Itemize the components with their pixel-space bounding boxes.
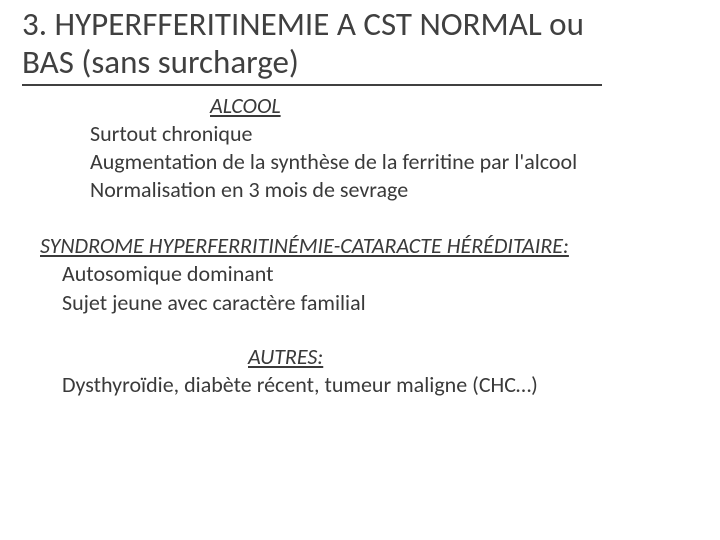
section-body-autres: Dysthyroïdie, diabète récent, tumeur mal…: [62, 371, 700, 399]
slide-title: 3. HYPERFFERITINEMIE A CST NORMAL ou BAS…: [22, 6, 602, 86]
body-line: Dysthyroïdie, diabète récent, tumeur mal…: [62, 371, 700, 399]
body-line: Surtout chronique: [90, 120, 650, 148]
section-alcool: ALCOOL Surtout chronique Augmentation de…: [90, 92, 650, 204]
body-line: Normalisation en 3 mois de sevrage: [90, 176, 650, 204]
section-body-syndrome: Autosomique dominant Sujet jeune avec ca…: [62, 260, 700, 316]
body-line: Augmentation de la synthèse de la ferrit…: [90, 148, 650, 176]
section-heading-alcool: ALCOOL: [210, 92, 650, 119]
section-heading-autres: AUTRES:: [248, 343, 700, 370]
section-heading-syndrome: SYNDROME HYPERFERRITINÉMIE-CATARACTE HÉR…: [40, 232, 700, 259]
section-body-alcool: Surtout chronique Augmentation de la syn…: [90, 120, 650, 204]
body-line: Sujet jeune avec caractère familial: [62, 289, 700, 317]
section-syndrome: SYNDROME HYPERFERRITINÉMIE-CATARACTE HÉR…: [22, 232, 700, 316]
body-line: Autosomique dominant: [62, 260, 700, 288]
section-autres: AUTRES: Dysthyroïdie, diabète récent, tu…: [22, 343, 700, 399]
slide-container: 3. HYPERFFERITINEMIE A CST NORMAL ou BAS…: [0, 0, 720, 540]
